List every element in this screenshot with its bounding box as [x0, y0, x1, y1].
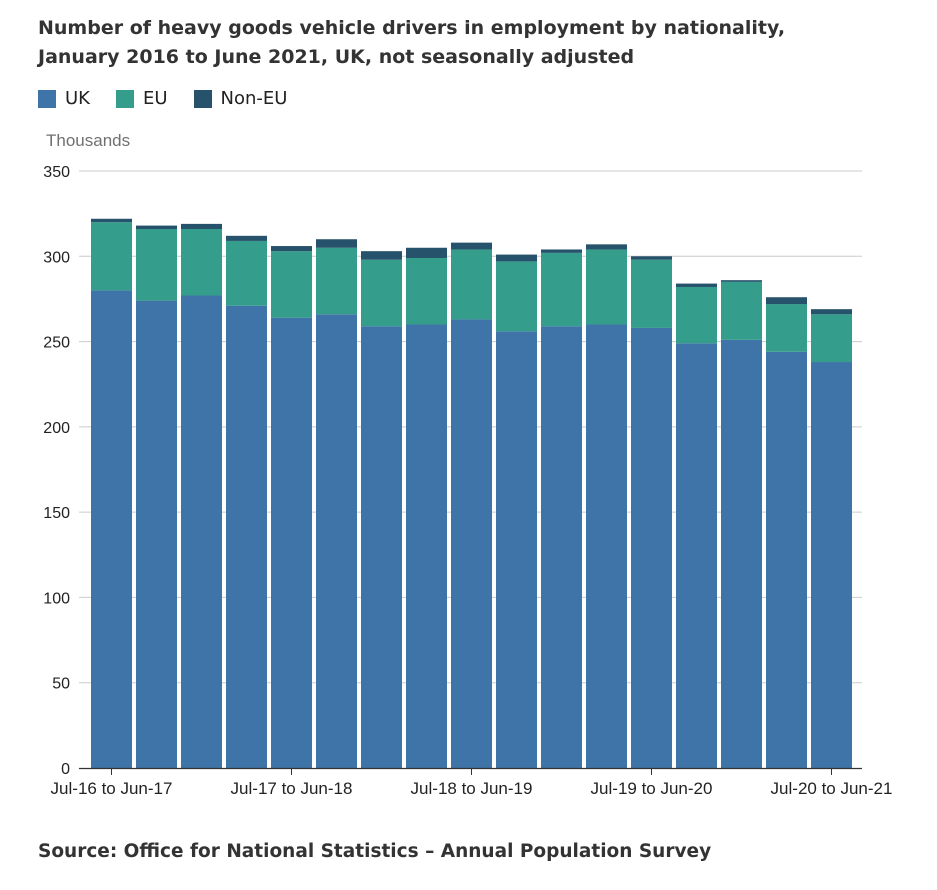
bar-segment-uk-16 [811, 362, 852, 768]
bar-segment-eu-6 [361, 259, 402, 327]
bar-segment-eu-1 [136, 228, 177, 301]
bar-segment-eu-0 [91, 222, 132, 291]
bar-segment-uk-4 [271, 317, 312, 768]
bar-segment-non-eu-13 [676, 283, 717, 287]
bar-segment-uk-7 [406, 324, 447, 768]
bar-segment-uk-11 [586, 324, 627, 768]
y-tick-label: 250 [43, 335, 70, 352]
legend-label-non-eu: Non-EU [220, 88, 288, 109]
y-axis-label: Thousands [46, 131, 131, 150]
y-tick-label: 100 [43, 590, 70, 607]
bar-segment-non-eu-14 [721, 280, 762, 282]
bar-segment-uk-1 [136, 300, 177, 768]
bar-segment-eu-14 [721, 281, 762, 340]
bar-segment-eu-13 [676, 286, 717, 344]
source-note: Source: Office for National Statistics –… [38, 841, 712, 862]
chart-title-line-1: Number of heavy goods vehicle drivers in… [38, 17, 786, 39]
bar-segment-uk-2 [181, 295, 222, 768]
bar-segment-non-eu-3 [226, 235, 267, 241]
bar-segment-non-eu-9 [496, 254, 537, 262]
bar-segment-eu-2 [181, 228, 222, 296]
bar-segment-eu-16 [811, 314, 852, 363]
y-tick-label: 0 [61, 761, 70, 778]
bar-segment-uk-9 [496, 331, 537, 768]
legend-item-eu: EU [115, 88, 168, 109]
y-tick-label: 150 [43, 505, 70, 522]
bar-segment-uk-10 [541, 326, 582, 768]
bar-segment-non-eu-4 [271, 246, 312, 252]
bar-segment-uk-8 [451, 319, 492, 768]
bar-segment-uk-13 [676, 343, 717, 768]
y-tick-label: 350 [43, 164, 70, 181]
bar-segment-non-eu-6 [361, 251, 402, 260]
bar-segment-non-eu-5 [316, 239, 357, 248]
legend-swatch-eu [115, 89, 134, 108]
bar-segment-non-eu-11 [586, 244, 627, 250]
bar-segment-non-eu-2 [181, 223, 222, 229]
bar-segment-uk-6 [361, 326, 402, 768]
x-tick-label: Jul-20 to Jun-21 [771, 779, 893, 798]
chart-legend: UK EU Non-EU [38, 88, 313, 109]
x-tick-label: Jul-18 to Jun-19 [411, 779, 533, 798]
chart-title-line-2: January 2016 to June 2021, UK, not seaso… [38, 46, 635, 68]
bar-segment-eu-7 [406, 257, 447, 325]
x-tick-label: Jul-19 to Jun-20 [591, 779, 713, 798]
bar-segment-uk-3 [226, 305, 267, 768]
bar-segment-uk-12 [631, 327, 672, 768]
y-tick-label: 300 [43, 249, 70, 266]
bar-segment-eu-11 [586, 249, 627, 325]
bar-segment-non-eu-8 [451, 242, 492, 250]
bar-segment-non-eu-1 [136, 225, 177, 229]
legend-swatch-uk [38, 89, 56, 108]
bar-segment-eu-8 [451, 249, 492, 320]
bar-segment-uk-0 [91, 290, 132, 768]
bar-segment-non-eu-12 [631, 256, 672, 260]
legend-swatch-non-eu [193, 89, 212, 108]
y-tick-label: 50 [52, 676, 70, 693]
legend-item-non-eu: Non-EU [193, 88, 288, 109]
bar-segment-eu-12 [631, 259, 672, 328]
bar-segment-non-eu-10 [541, 249, 582, 253]
bar-segment-eu-4 [271, 251, 312, 318]
bar-segment-uk-5 [316, 314, 357, 768]
bar-segment-non-eu-15 [766, 297, 807, 305]
bar-segment-non-eu-7 [406, 247, 447, 258]
bar-segment-eu-3 [226, 240, 267, 306]
bar-segment-non-eu-0 [91, 218, 132, 223]
x-tick-label: Jul-16 to Jun-17 [51, 779, 173, 798]
stacked-bar-chart: 0 50 100 150 200 250 300 350 Jul-16 to Jun-17 Jul… [43, 164, 893, 798]
chart-title: Number of heavy goods vehicle drivers in… [38, 14, 898, 72]
bar-segment-non-eu-16 [811, 309, 852, 315]
bar-segment-uk-14 [721, 339, 762, 768]
bar-segment-eu-15 [766, 304, 807, 352]
y-tick-label: 200 [43, 420, 70, 437]
legend-label-eu: EU [142, 88, 168, 109]
bar-segment-uk-15 [766, 351, 807, 768]
bar-segment-eu-9 [496, 261, 537, 332]
legend-item-uk: UK [38, 88, 90, 109]
legend-label-uk: UK [65, 88, 90, 109]
x-tick-label: Jul-17 to Jun-18 [231, 779, 353, 798]
bar-segment-eu-5 [316, 247, 357, 315]
bar-segment-eu-10 [541, 252, 582, 327]
